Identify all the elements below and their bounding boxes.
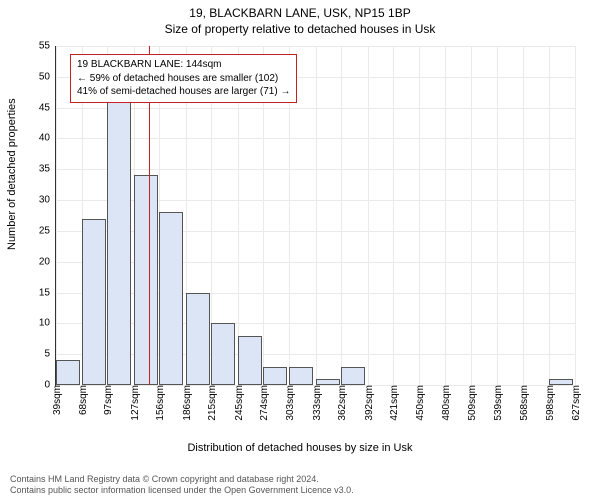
x-tick-label: 186sqm bbox=[182, 385, 193, 421]
x-tick-label: 362sqm bbox=[337, 385, 348, 421]
x-tick-label: 274sqm bbox=[259, 385, 270, 421]
gridline-v bbox=[393, 46, 394, 385]
gridline-v bbox=[497, 46, 498, 385]
y-tick-label: 15 bbox=[39, 287, 56, 298]
annotation-box: 19 BLACKBARN LANE: 144sqm← 59% of detach… bbox=[70, 54, 297, 103]
x-tick-label: 215sqm bbox=[207, 385, 218, 421]
gridline-v bbox=[368, 46, 369, 385]
histogram-bar bbox=[211, 323, 235, 385]
y-axis-label: Number of detached properties bbox=[6, 98, 18, 250]
gridline-v bbox=[316, 46, 317, 385]
x-tick-label: 450sqm bbox=[415, 385, 426, 421]
y-tick-label: 5 bbox=[44, 349, 56, 360]
gridline-v bbox=[575, 46, 576, 385]
x-tick-label: 97sqm bbox=[103, 385, 114, 415]
x-tick-label: 303sqm bbox=[285, 385, 296, 421]
gridline-v bbox=[471, 46, 472, 385]
plot-area: 051015202530354045505539sqm68sqm97sqm127… bbox=[55, 46, 575, 386]
y-tick-label: 30 bbox=[39, 195, 56, 206]
histogram-bar bbox=[134, 175, 158, 385]
x-tick-label: 245sqm bbox=[234, 385, 245, 421]
chart-title: 19, BLACKBARN LANE, USK, NP15 1BP Size o… bbox=[0, 0, 600, 37]
gridline-v bbox=[341, 46, 342, 385]
x-tick-label: 127sqm bbox=[130, 385, 141, 421]
gridline-v bbox=[56, 46, 57, 385]
histogram-bar bbox=[159, 212, 183, 385]
title-line1: 19, BLACKBARN LANE, USK, NP15 1BP bbox=[0, 6, 600, 22]
x-tick-label: 509sqm bbox=[467, 385, 478, 421]
y-tick-label: 10 bbox=[39, 318, 56, 329]
title-line2: Size of property relative to detached ho… bbox=[0, 22, 600, 38]
histogram-bar bbox=[549, 379, 573, 385]
x-tick-label: 539sqm bbox=[493, 385, 504, 421]
y-tick-label: 40 bbox=[39, 133, 56, 144]
histogram-bar bbox=[238, 336, 262, 385]
x-tick-label: 480sqm bbox=[441, 385, 452, 421]
y-tick-label: 50 bbox=[39, 71, 56, 82]
y-tick-label: 55 bbox=[39, 41, 56, 52]
gridline-v bbox=[419, 46, 420, 385]
annotation-line: 19 BLACKBARN LANE: 144sqm bbox=[77, 58, 290, 72]
gridline-v bbox=[445, 46, 446, 385]
x-tick-label: 333sqm bbox=[312, 385, 323, 421]
annotation-line: 41% of semi-detached houses are larger (… bbox=[77, 85, 290, 99]
chart-container: Number of detached properties 0510152025… bbox=[0, 40, 600, 460]
x-tick-label: 568sqm bbox=[519, 385, 530, 421]
y-tick-label: 45 bbox=[39, 102, 56, 113]
gridline-v bbox=[523, 46, 524, 385]
x-tick-label: 598sqm bbox=[545, 385, 556, 421]
histogram-bar bbox=[289, 367, 313, 385]
histogram-bar bbox=[82, 219, 106, 385]
y-tick-label: 20 bbox=[39, 256, 56, 267]
histogram-bar bbox=[341, 367, 365, 385]
footer-line2: Contains public sector information licen… bbox=[10, 485, 590, 496]
histogram-bar bbox=[56, 360, 80, 385]
x-tick-label: 627sqm bbox=[571, 385, 582, 421]
histogram-bar bbox=[186, 293, 210, 385]
histogram-bar bbox=[263, 367, 287, 385]
y-tick-label: 35 bbox=[39, 164, 56, 175]
x-tick-label: 421sqm bbox=[389, 385, 400, 421]
x-tick-label: 392sqm bbox=[364, 385, 375, 421]
histogram-bar bbox=[107, 71, 131, 385]
footer-line1: Contains HM Land Registry data © Crown c… bbox=[10, 474, 590, 485]
histogram-bar bbox=[316, 379, 340, 385]
x-tick-label: 156sqm bbox=[155, 385, 166, 421]
x-axis-label: Distribution of detached houses by size … bbox=[0, 442, 600, 454]
y-tick-label: 25 bbox=[39, 225, 56, 236]
x-tick-label: 68sqm bbox=[78, 385, 89, 415]
annotation-line: ← 59% of detached houses are smaller (10… bbox=[77, 72, 290, 86]
x-tick-label: 39sqm bbox=[52, 385, 63, 415]
attribution-footer: Contains HM Land Registry data © Crown c… bbox=[10, 474, 590, 497]
gridline-v bbox=[549, 46, 550, 385]
